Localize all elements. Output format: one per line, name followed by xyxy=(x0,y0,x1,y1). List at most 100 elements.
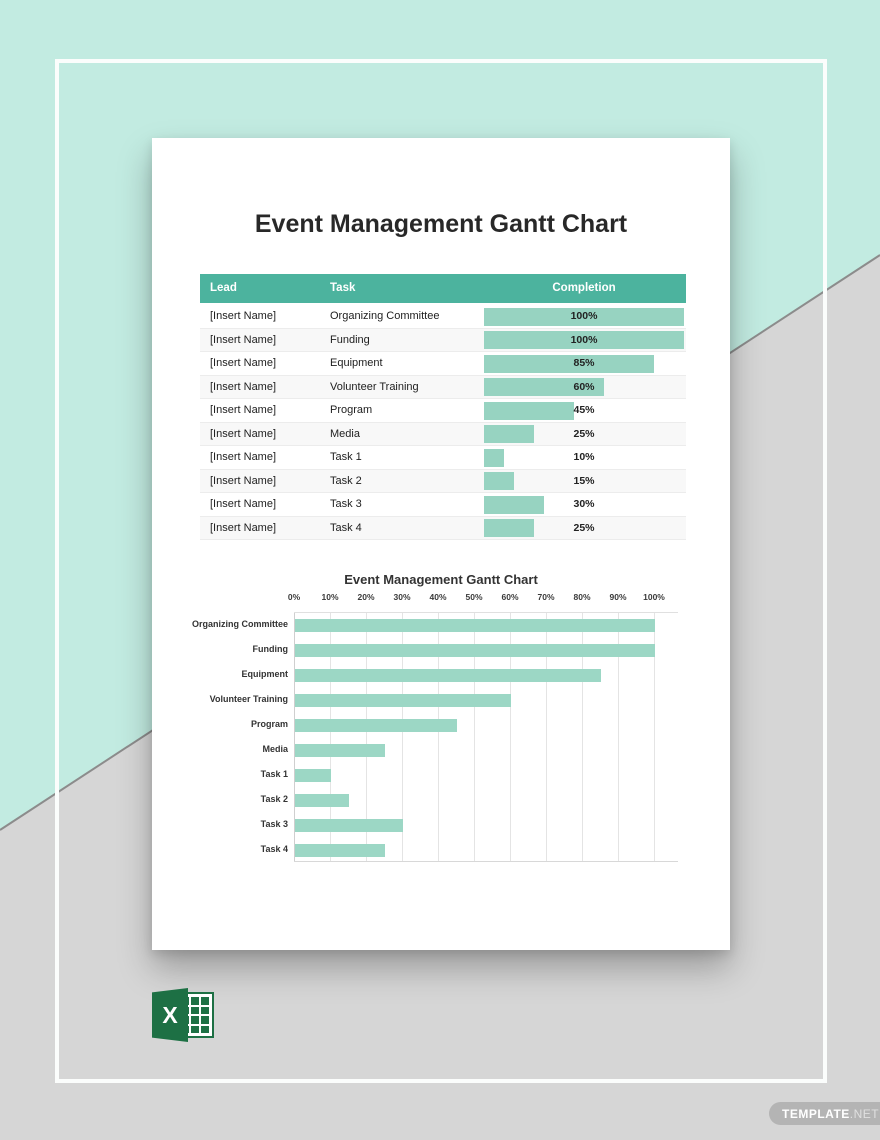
lead-cell: [Insert Name] xyxy=(210,498,277,510)
header-lead: Lead xyxy=(210,282,237,294)
chart-bar xyxy=(295,669,601,682)
task-cell: Equipment xyxy=(330,357,383,369)
completion-cell: 85% xyxy=(482,352,686,375)
completion-bar xyxy=(484,307,684,326)
completion-bar xyxy=(484,425,534,443)
chart-bar-row xyxy=(294,813,678,838)
watermark-net-text: .NET xyxy=(849,1106,880,1121)
lead-cell: [Insert Name] xyxy=(210,380,277,393)
task-cell: Program xyxy=(330,404,373,416)
chart-category-label: Equipment xyxy=(241,669,289,679)
completion-percent-label: 60% xyxy=(573,380,595,393)
frame-border xyxy=(55,59,827,1083)
table-row: [Insert Name] Funding 100% xyxy=(200,328,686,352)
table-row: [Insert Name] Task 2 15% xyxy=(200,469,686,493)
task-cell: Task 1 xyxy=(330,451,362,463)
chart-gridline xyxy=(402,613,403,861)
completion-percent-label: 100% xyxy=(570,333,598,346)
excel-letter: X xyxy=(162,1001,178,1028)
chart-plot-area xyxy=(294,612,678,862)
chart-bar xyxy=(295,719,457,732)
watermark-template-text: TEMPLATE xyxy=(782,1106,850,1121)
lead-cell: [Insert Name] xyxy=(210,310,277,322)
header-completion: Completion xyxy=(552,282,616,294)
completion-cell: 15% xyxy=(482,470,686,493)
completion-percent-label: 100% xyxy=(570,310,598,322)
table-row: [Insert Name] Task 3 30% xyxy=(200,493,686,517)
chart-gridline xyxy=(546,613,547,861)
axis-tick-label: 100% xyxy=(643,592,665,602)
task-cell: Organizing Committee xyxy=(330,310,440,322)
chart-bar-row xyxy=(294,688,678,713)
axis-tick-label: 50% xyxy=(465,592,483,602)
chart-category-label: Funding xyxy=(252,644,289,654)
task-cell: Funding xyxy=(330,333,370,346)
chart-x-axis: 0% 10% 20% 30% 40% 50% 60% 70% 80% 90% 100% xyxy=(288,592,678,605)
chart-bar xyxy=(295,769,331,782)
chart-gridline xyxy=(438,613,439,861)
chart-category-label: Task 3 xyxy=(260,819,288,829)
excel-cover-icon: X xyxy=(152,988,188,1042)
completion-percent-label: 25% xyxy=(573,521,595,534)
completion-percent-label: 45% xyxy=(573,404,595,416)
chart-bar-row xyxy=(294,663,678,688)
chart-bar-row xyxy=(294,788,678,813)
chart-bar-row xyxy=(294,738,678,763)
header-task: Task xyxy=(330,282,356,294)
completion-percent-label: 25% xyxy=(573,427,595,440)
axis-tick-label: 0% xyxy=(287,592,301,602)
task-cell: Task 3 xyxy=(330,498,362,510)
table-row: [Insert Name] Volunteer Training 60% xyxy=(200,375,686,399)
chart-category-labels: Organizing Committee Funding Equipment Volu… xyxy=(152,612,288,862)
completion-bar xyxy=(484,519,534,537)
table-row: [Insert Name] Equipment 85% xyxy=(200,352,686,376)
gantt-chart: Event Management Gantt Chart 0% 10% 20% 30%… xyxy=(152,568,730,878)
document-paper: Event Management Gantt Chart Lead Task C… xyxy=(152,138,730,950)
lead-cell: [Insert Name] xyxy=(210,474,277,487)
completion-table: Lead Task Completion [Insert Name] Organ… xyxy=(200,274,686,540)
completion-cell: 25% xyxy=(482,517,686,540)
chart-bar-row xyxy=(294,638,678,663)
chart-category-label: Organizing Committee xyxy=(191,619,288,629)
lead-cell: [Insert Name] xyxy=(210,404,277,416)
table-row: [Insert Name] Program 45% xyxy=(200,399,686,423)
axis-tick-label: 90% xyxy=(609,592,627,602)
completion-cell: 25% xyxy=(482,423,686,446)
completion-cell: 10% xyxy=(482,446,686,469)
chart-gridline xyxy=(330,613,331,861)
completion-bar xyxy=(484,401,574,420)
axis-tick-label: 40% xyxy=(429,592,447,602)
chart-gridline xyxy=(474,613,475,861)
completion-percent-label: 10% xyxy=(573,451,595,463)
axis-tick-label: 10% xyxy=(321,592,339,602)
chart-gridline xyxy=(582,613,583,861)
chart-title: Event Management Gantt Chart xyxy=(344,572,538,587)
table-body: [Insert Name] Organizing Committee 100% … xyxy=(200,305,686,540)
chart-bar xyxy=(295,744,385,757)
completion-bar xyxy=(484,448,504,467)
chart-bar xyxy=(295,844,385,857)
chart-bar xyxy=(295,619,655,632)
completion-cell: 100% xyxy=(482,305,686,328)
chart-bar xyxy=(295,819,403,832)
chart-bar-row xyxy=(294,838,678,863)
completion-percent-label: 30% xyxy=(573,498,595,510)
completion-bar xyxy=(484,495,544,514)
axis-tick-label: 70% xyxy=(537,592,555,602)
completion-bar xyxy=(484,354,654,373)
completion-cell: 100% xyxy=(482,329,686,352)
chart-bar-row xyxy=(294,613,678,638)
completion-percent-label: 15% xyxy=(573,474,595,487)
chart-gridline xyxy=(366,613,367,861)
chart-gridline xyxy=(618,613,619,861)
chart-bar-row xyxy=(294,713,678,738)
lead-cell: [Insert Name] xyxy=(210,333,277,346)
completion-bar xyxy=(484,472,514,490)
table-row: [Insert Name] Task 1 10% xyxy=(200,446,686,470)
chart-category-label: Task 2 xyxy=(260,794,288,804)
completion-bar xyxy=(484,331,684,349)
completion-cell: 45% xyxy=(482,399,686,422)
chart-category-label: Task 1 xyxy=(260,769,288,779)
chart-bar xyxy=(295,644,655,657)
lead-cell: [Insert Name] xyxy=(210,427,277,440)
